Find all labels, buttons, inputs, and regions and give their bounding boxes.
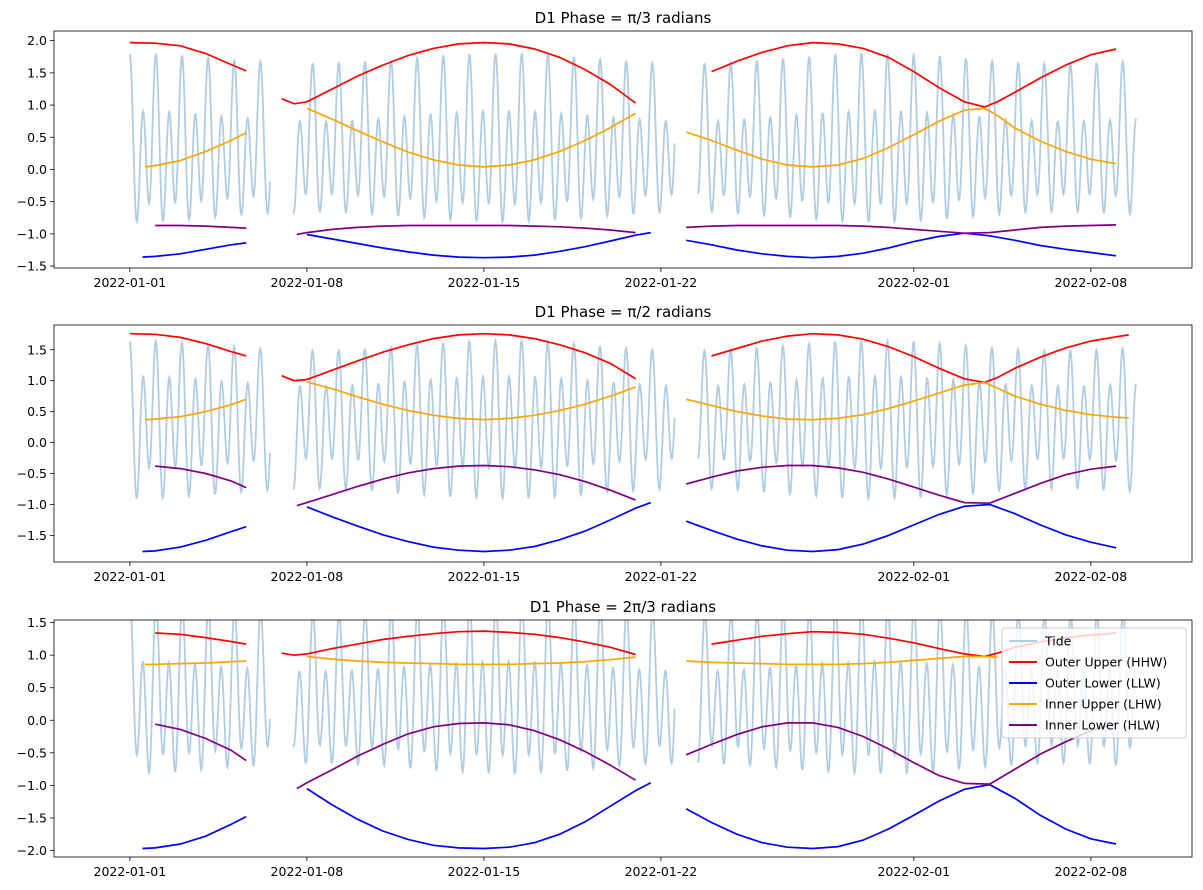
y-tick-label: 1.5 [27, 342, 47, 357]
series-outer-upper-hhw [155, 630, 1117, 658]
x-tick-label: 2022-01-01 [94, 864, 167, 879]
series-inner-lower-hlw [155, 464, 1117, 507]
x-tick-label: 2022-02-08 [1055, 275, 1128, 290]
y-tick-label: −1.0 [17, 497, 47, 512]
chart-panel-3: D1 Phase = 2π/3 radians −2.0 −1.5 −1.0 −0.5 0… [17, 598, 1193, 879]
x-tick-label: 2022-02-01 [877, 275, 950, 290]
x-tick-label: 2022-02-01 [877, 569, 950, 584]
x-tick-label: 2022-01-15 [448, 569, 521, 584]
legend-label: Inner Lower (HLW) [1045, 718, 1160, 733]
series-inner-lower-hlw [155, 722, 1117, 790]
y-tick-label: 2.0 [27, 33, 47, 48]
series-outer-upper-hhw [129, 41, 1117, 108]
legend-box [1001, 627, 1187, 739]
y-tick-label: 0.0 [27, 435, 47, 450]
y-tick-label: 1.5 [27, 65, 47, 80]
x-tick-label: 2022-01-08 [271, 569, 344, 584]
y-tick-label: 0.5 [27, 680, 47, 695]
legend-label: Outer Lower (LLW) [1045, 676, 1161, 691]
y-tick-label: 1.5 [27, 615, 47, 630]
x-tick-label: 2022-01-15 [448, 864, 521, 879]
x-tick-label: 2022-02-01 [877, 864, 950, 879]
series-inner-upper-lhw [144, 381, 1129, 421]
legend: Tide Outer Upper (HHW) Outer Lower (LLW) In… [1001, 627, 1187, 739]
y-tick-label: 0.5 [27, 130, 47, 145]
x-tick-label: 2022-02-08 [1055, 864, 1128, 879]
x-tick-label: 2022-01-01 [94, 569, 167, 584]
x-tick-label: 2022-02-08 [1055, 569, 1128, 584]
series-outer-upper-hhw [129, 332, 1129, 384]
y-tick-label: 1.0 [27, 648, 47, 663]
x-tick-label: 2022-01-08 [271, 864, 344, 879]
y-tick-label: −1.5 [17, 259, 47, 274]
y-tick-label: −1.5 [17, 810, 47, 825]
axes-frame [53, 30, 1193, 269]
series-inner-upper-lhw [144, 107, 1117, 168]
y-tick-label: −1.0 [17, 778, 47, 793]
plot-area [129, 332, 1137, 553]
legend-label: Tide [1044, 634, 1072, 649]
y-tick-label: 1.0 [27, 98, 47, 113]
y-tick-label: −0.5 [17, 194, 47, 209]
legend-label: Inner Upper (LHW) [1045, 697, 1162, 712]
series-outer-lower-llw [142, 231, 1117, 259]
legend-label: Outer Upper (HHW) [1045, 655, 1167, 670]
y-tick-label: 0.0 [27, 713, 47, 728]
x-tick-label: 2022-01-22 [625, 275, 698, 290]
y-tick-label: 0.5 [27, 404, 47, 419]
plot-area [130, 620, 1137, 850]
chart-title: D1 Phase = π/2 radians [535, 303, 712, 321]
y-tick-label: −0.5 [17, 466, 47, 481]
plot-area [129, 41, 1137, 259]
y-tick-label: −1.5 [17, 528, 47, 543]
chart-panel-1: D1 Phase = π/3 radians −1.5 −1.0 −0.5 0.0 0.5… [17, 9, 1193, 290]
series-inner-upper-lhw [145, 655, 998, 666]
series-outer-lower-llw [142, 782, 1117, 850]
series-outer-lower-llw [142, 501, 1117, 553]
series-inner-lower-hlw [155, 224, 1117, 236]
x-tick-label: 2022-01-01 [94, 275, 167, 290]
x-tick-label: 2022-01-22 [625, 864, 698, 879]
chart-title: D1 Phase = π/3 radians [535, 9, 712, 27]
axes-frame [53, 324, 1193, 563]
y-tick-label: −1.0 [17, 226, 47, 241]
chart-panel-2: D1 Phase = π/2 radians −1.5 −1.0 −0.5 0.0 0.5… [17, 303, 1193, 584]
x-tick-label: 2022-01-22 [625, 569, 698, 584]
series-tide [130, 620, 1137, 777]
y-tick-label: −2.0 [17, 843, 47, 858]
x-tick-label: 2022-01-08 [271, 275, 344, 290]
y-tick-label: 0.0 [27, 162, 47, 177]
y-tick-label: 1.0 [27, 373, 47, 388]
series-tide [129, 51, 1137, 226]
x-tick-label: 2022-01-15 [448, 275, 521, 290]
y-tick-label: −0.5 [17, 745, 47, 760]
axes-frame [53, 619, 1193, 858]
chart-title: D1 Phase = 2π/3 radians [530, 598, 716, 616]
series-tide [129, 337, 1137, 502]
